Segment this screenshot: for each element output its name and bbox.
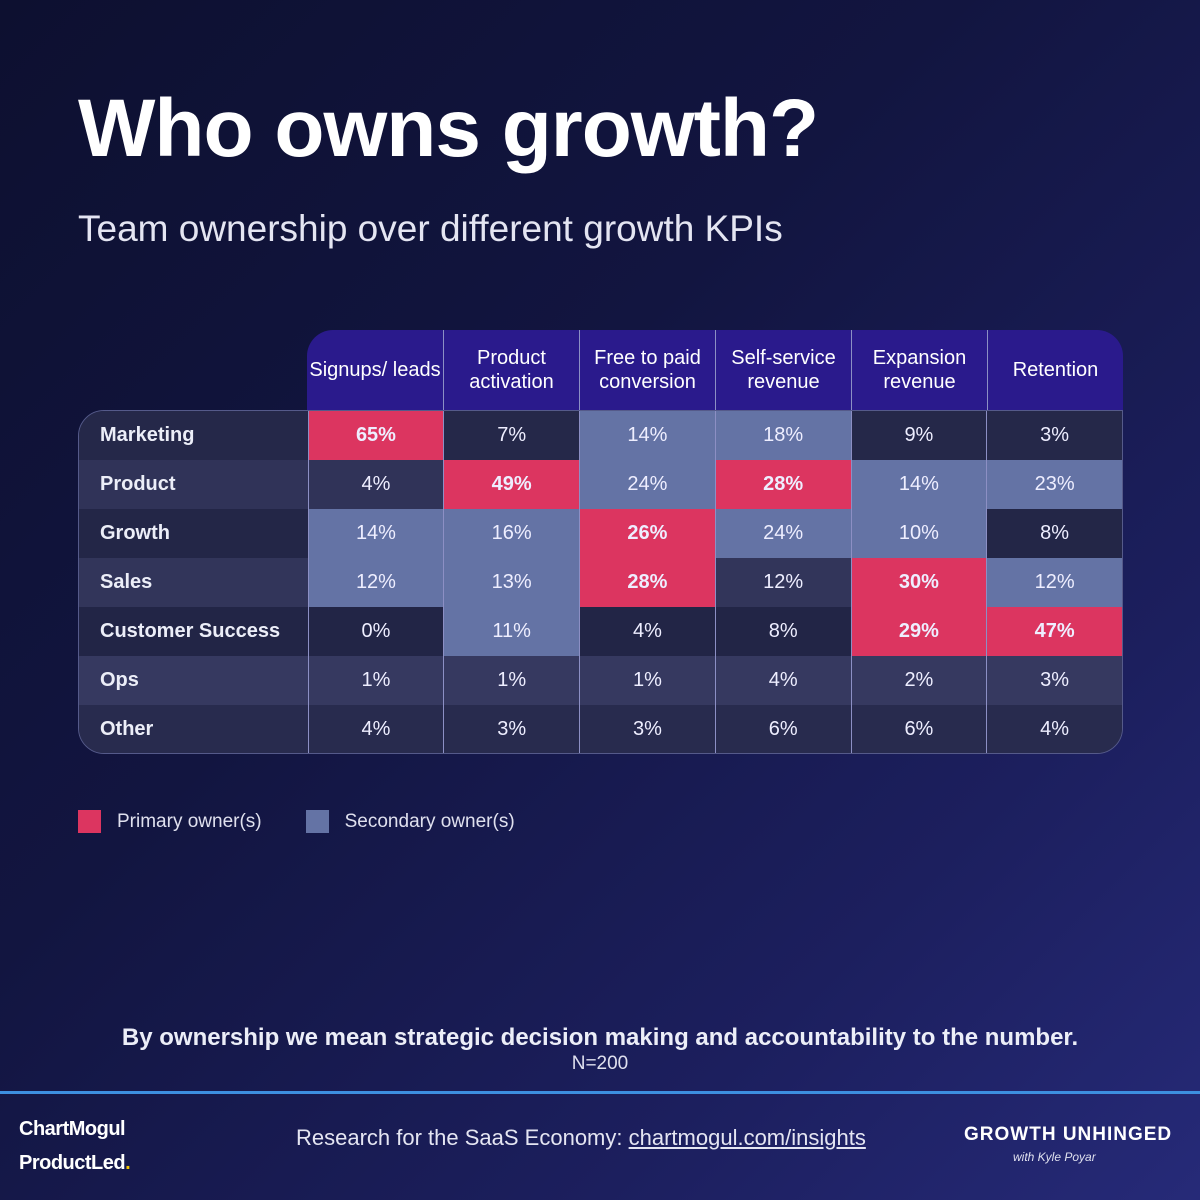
row-label: Marketing xyxy=(100,424,195,446)
column-header: Retention xyxy=(987,330,1123,410)
productled-logo: ProductLed. xyxy=(19,1152,131,1175)
table-cell: 3% xyxy=(986,656,1122,705)
table-cell: 3% xyxy=(443,705,579,753)
table-cell: 14% xyxy=(850,460,987,509)
table-cell: 2% xyxy=(850,656,987,705)
column-header: Product activation xyxy=(443,330,579,410)
table-cell: 4% xyxy=(714,656,851,705)
secondary-swatch xyxy=(305,810,329,833)
table-header: Signups/ leads Product activation Free to … xyxy=(307,330,1123,410)
productled-text: ProductLed xyxy=(19,1152,126,1174)
table-cell: 4% xyxy=(307,460,444,509)
table-cell: 12% xyxy=(986,558,1122,607)
table-cell: 1% xyxy=(579,656,715,705)
column-header: Expansion revenue xyxy=(851,330,987,410)
primary-swatch xyxy=(78,810,101,833)
row-label: Ops xyxy=(100,669,139,691)
ownership-note: By ownership we mean strategic decision … xyxy=(121,1024,1079,1051)
sample-size: N=200 xyxy=(571,1053,629,1074)
table-row: Marketing 65% 7% 14% 18% 9% 3% xyxy=(79,411,1122,460)
table-cell: 28% xyxy=(579,558,715,607)
table-cell: 16% xyxy=(443,509,580,558)
table-row: Other 4% 3% 3% 6% 6% 4% xyxy=(79,705,1122,753)
chartmogul-logo: ChartMogul xyxy=(19,1118,126,1140)
footer-text: Research for the SaaS Economy: chartmogu… xyxy=(296,1125,866,1151)
table-cell: 3% xyxy=(986,411,1122,460)
table-row: Customer Success 0% 11% 4% 8% 29% 47% xyxy=(79,607,1122,656)
table-cell: 7% xyxy=(443,411,579,460)
table-cell: 8% xyxy=(986,509,1122,558)
column-header: Self-service revenue xyxy=(715,330,851,410)
table-cell: 26% xyxy=(579,509,715,558)
page-title: Who owns growth? xyxy=(78,83,819,174)
legend-primary: Primary owner(s) xyxy=(78,810,262,833)
table-cell: 8% xyxy=(714,607,851,656)
table-cell: 29% xyxy=(850,607,987,656)
table-row: Ops 1% 1% 1% 4% 2% 3% xyxy=(79,656,1122,705)
table-cell: 12% xyxy=(307,558,444,607)
page-subtitle: Team ownership over different growth KPI… xyxy=(78,208,783,249)
table-cell: 18% xyxy=(714,411,851,460)
table-cell: 6% xyxy=(850,705,987,753)
row-label: Other xyxy=(100,718,154,740)
insights-link[interactable]: chartmogul.com/insights xyxy=(628,1125,866,1150)
legend-secondary: Secondary owner(s) xyxy=(305,810,515,833)
table-row: Sales 12% 13% 28% 12% 30% 12% xyxy=(79,558,1122,607)
table-cell: 4% xyxy=(579,607,715,656)
table-cell: 49% xyxy=(443,460,580,509)
column-header: Signups/ leads xyxy=(309,359,441,381)
column-header: Free to paid conversion xyxy=(579,330,715,410)
legend-secondary-label: Secondary owner(s) xyxy=(344,810,515,832)
row-label: Growth xyxy=(100,522,170,544)
table-row: Product 4% 49% 24% 28% 14% 23% xyxy=(79,460,1122,509)
table-cell: 6% xyxy=(714,705,851,753)
table-cell: 24% xyxy=(579,460,715,509)
legend-primary-label: Primary owner(s) xyxy=(117,810,262,832)
table-cell: 4% xyxy=(307,705,444,753)
table-cell: 1% xyxy=(307,656,444,705)
table-cell: 14% xyxy=(579,411,715,460)
legend: Primary owner(s) Secondary owner(s) xyxy=(78,810,515,833)
table-cell: 24% xyxy=(714,509,851,558)
table-cell: 12% xyxy=(714,558,851,607)
table-cell: 30% xyxy=(850,558,987,607)
growth-unhinged-logo: GROWTH UNHINGED xyxy=(964,1124,1173,1145)
divider xyxy=(0,1091,1200,1094)
growth-unhinged-byline: with Kyle Poyar xyxy=(1013,1150,1096,1164)
table-cell: 14% xyxy=(307,509,444,558)
footer-label: Research for the SaaS Economy: xyxy=(296,1125,629,1150)
table-cell: 4% xyxy=(986,705,1122,753)
table-cell: 47% xyxy=(986,607,1122,656)
table-cell: 65% xyxy=(307,411,444,460)
table-cell: 9% xyxy=(850,411,987,460)
productled-dot: . xyxy=(125,1152,131,1174)
table-cell: 0% xyxy=(307,607,444,656)
row-label: Customer Success xyxy=(100,620,281,642)
table-cell: 23% xyxy=(986,460,1122,509)
table-cell: 3% xyxy=(579,705,715,753)
table-cell: 10% xyxy=(850,509,987,558)
table-cell: 1% xyxy=(443,656,579,705)
table-cell: 28% xyxy=(714,460,851,509)
ownership-table: Marketing 65% 7% 14% 18% 9% 3% Product 4% 49% 24% 2… xyxy=(78,410,1123,754)
row-label: Product xyxy=(100,473,176,495)
table-cell: 11% xyxy=(443,607,580,656)
table-row: Growth 14% 16% 26% 24% 10% 8% xyxy=(79,509,1122,558)
row-label: Sales xyxy=(100,571,153,593)
table-cell: 13% xyxy=(443,558,580,607)
